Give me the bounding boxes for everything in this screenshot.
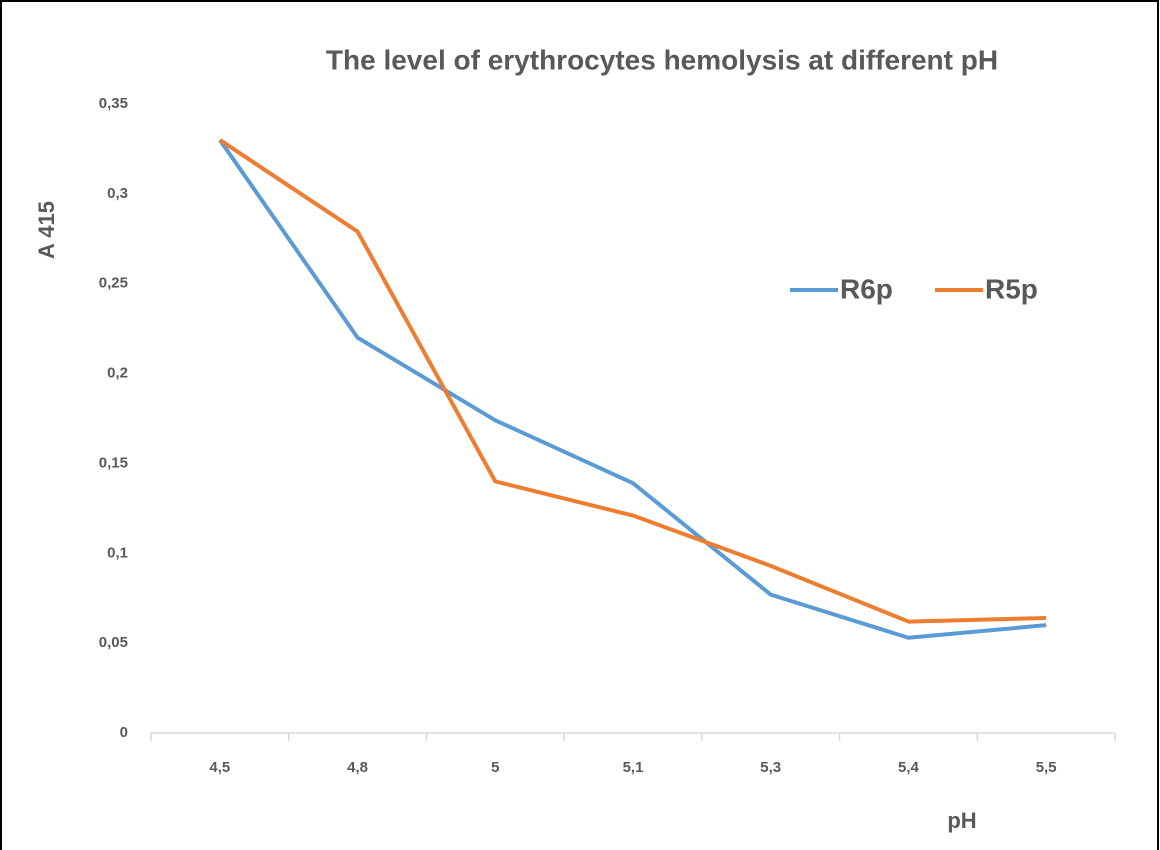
x-tick-label: 5,4 [898, 759, 920, 776]
legend-label: R5p [985, 273, 1038, 304]
y-axis-label: A 415 [34, 201, 59, 259]
y-tick-label: 0,2 [107, 365, 128, 382]
line-series [218, 138, 1047, 624]
y-tick-label: 0,15 [99, 454, 128, 471]
y-tick-label: 0,3 [107, 185, 128, 202]
y-tick-label: 0 [120, 724, 128, 741]
y-tick-label: 0,1 [107, 544, 128, 561]
x-tick-label: 4,5 [209, 759, 230, 776]
line-series [218, 138, 1047, 640]
x-tick-label: 4,8 [347, 759, 368, 776]
chart-title: The level of erythrocytes hemolysis at d… [326, 44, 998, 75]
x-tick-label: 5,3 [760, 759, 781, 776]
legend-label: R6p [840, 273, 893, 304]
x-tick-label: 5,1 [623, 759, 644, 776]
x-tick-label: 5,5 [1036, 759, 1057, 776]
y-tick-label: 0,05 [99, 634, 128, 651]
x-axis-label: pH [947, 808, 976, 833]
x-tick-label: 5 [491, 759, 499, 776]
y-tick-label: 0,35 [99, 95, 128, 112]
y-tick-label: 0,25 [99, 275, 128, 292]
